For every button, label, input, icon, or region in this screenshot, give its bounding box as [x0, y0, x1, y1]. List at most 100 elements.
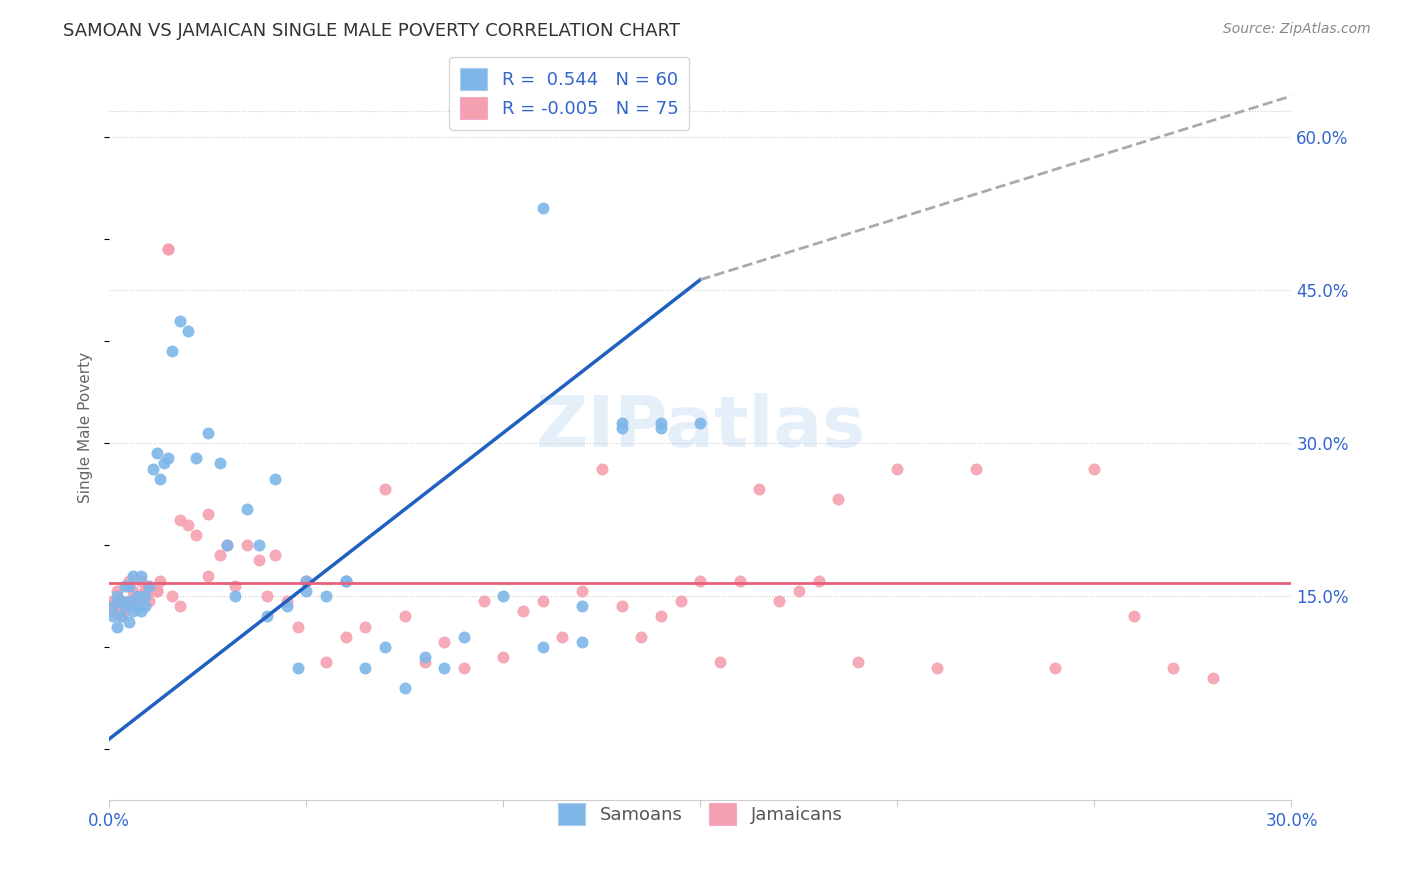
Point	[571, 599, 593, 614]
Point	[571, 584, 593, 599]
Text: ZIPatlas: ZIPatlas	[536, 393, 866, 462]
Point	[453, 660, 475, 674]
Point	[413, 650, 436, 665]
Point	[287, 660, 309, 674]
Point	[728, 574, 751, 588]
Point	[122, 568, 145, 582]
Point	[122, 594, 145, 608]
Text: SAMOAN VS JAMAICAN SINGLE MALE POVERTY CORRELATION CHART: SAMOAN VS JAMAICAN SINGLE MALE POVERTY C…	[63, 22, 681, 40]
Point	[236, 502, 259, 516]
Point	[177, 324, 200, 338]
Point	[114, 579, 136, 593]
Point	[394, 609, 416, 624]
Point	[122, 604, 145, 618]
Point	[149, 574, 172, 588]
Point	[354, 620, 377, 634]
Point	[689, 574, 711, 588]
Point	[354, 660, 377, 674]
Point	[247, 553, 270, 567]
Point	[413, 656, 436, 670]
Point	[256, 589, 278, 603]
Point	[276, 599, 298, 614]
Point	[105, 599, 128, 614]
Point	[118, 579, 141, 593]
Point	[807, 574, 830, 588]
Point	[145, 584, 167, 599]
Point	[1161, 660, 1184, 674]
Point	[315, 589, 337, 603]
Point	[531, 640, 554, 654]
Point	[374, 482, 396, 496]
Point	[134, 584, 156, 599]
Point	[630, 630, 652, 644]
Point	[169, 313, 191, 327]
Point	[1043, 660, 1066, 674]
Point	[263, 472, 285, 486]
Point	[208, 457, 231, 471]
Point	[591, 461, 613, 475]
Point	[129, 568, 152, 582]
Point	[224, 579, 246, 593]
Text: Source: ZipAtlas.com: Source: ZipAtlas.com	[1223, 22, 1371, 37]
Point	[512, 604, 534, 618]
Point	[157, 242, 180, 256]
Point	[197, 568, 219, 582]
Point	[217, 538, 239, 552]
Point	[149, 472, 172, 486]
Point	[169, 599, 191, 614]
Point	[118, 594, 141, 608]
Point	[157, 242, 180, 256]
Point	[610, 416, 633, 430]
Point	[1201, 671, 1223, 685]
Point	[184, 451, 207, 466]
Point	[315, 656, 337, 670]
Point	[125, 599, 148, 614]
Point	[129, 604, 152, 618]
Point	[768, 594, 790, 608]
Point	[110, 609, 132, 624]
Point	[129, 574, 152, 588]
Point	[114, 599, 136, 614]
Point	[118, 615, 141, 629]
Point	[433, 635, 456, 649]
Point	[125, 594, 148, 608]
Point	[492, 650, 515, 665]
Point	[145, 446, 167, 460]
Point	[295, 584, 318, 599]
Point	[531, 201, 554, 215]
Point	[118, 594, 141, 608]
Point	[208, 548, 231, 562]
Point	[110, 609, 132, 624]
Point	[197, 508, 219, 522]
Point	[184, 528, 207, 542]
Point	[748, 482, 770, 496]
Point	[1083, 461, 1105, 475]
Point	[101, 599, 124, 614]
Point	[125, 589, 148, 603]
Point	[145, 584, 167, 599]
Point	[114, 604, 136, 618]
Point	[433, 660, 456, 674]
Point	[105, 620, 128, 634]
Point	[551, 630, 574, 644]
Point	[153, 457, 176, 471]
Point	[827, 492, 849, 507]
Point	[134, 584, 156, 599]
Point	[571, 635, 593, 649]
Point	[162, 344, 184, 359]
Point	[492, 589, 515, 603]
Point	[177, 517, 200, 532]
Point	[453, 630, 475, 644]
Point	[295, 574, 318, 588]
Point	[134, 599, 156, 614]
Point	[276, 594, 298, 608]
Point	[101, 594, 124, 608]
Point	[138, 584, 160, 599]
Point	[846, 656, 869, 670]
Point	[925, 660, 948, 674]
Point	[335, 630, 357, 644]
Point	[224, 589, 246, 603]
Point	[650, 420, 672, 434]
Point	[256, 609, 278, 624]
Point	[138, 594, 160, 608]
